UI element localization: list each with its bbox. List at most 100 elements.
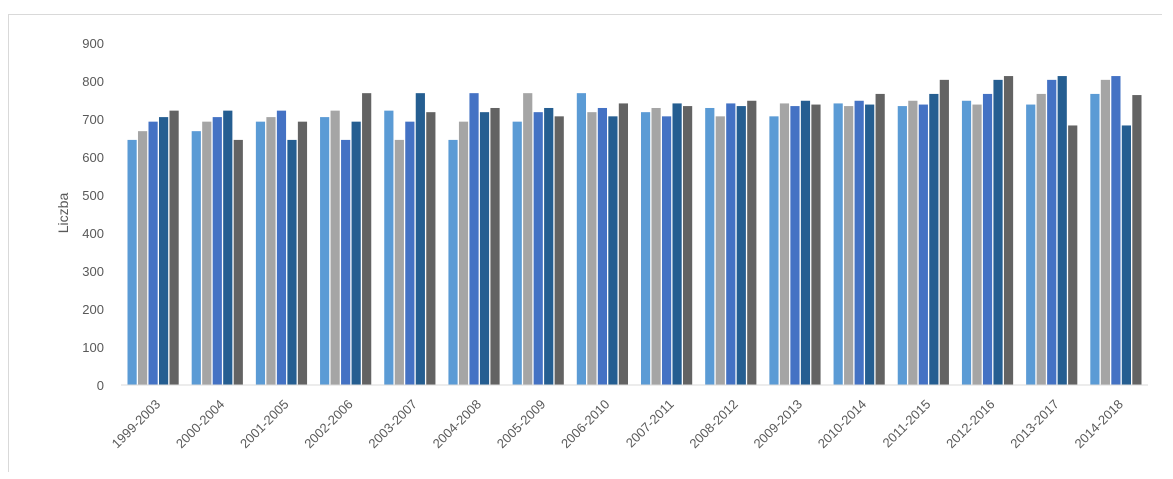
x-tick-label: 2008-2012: [686, 397, 741, 452]
bar: [351, 121, 361, 385]
bar: [961, 100, 972, 385]
bar: [705, 107, 715, 385]
bar: [266, 117, 276, 385]
bar: [255, 121, 266, 385]
bar: [939, 79, 949, 386]
bar: [715, 116, 725, 385]
bar: [779, 103, 790, 386]
y-tick-label: 800: [82, 74, 104, 89]
x-tick-label: 2010-2014: [815, 397, 870, 452]
bar: [448, 139, 458, 385]
bar: [469, 93, 479, 385]
bar: [479, 112, 490, 385]
y-axis-ticks: 0 100 200 300 400 500 600 700 800 900: [82, 36, 104, 393]
bar: [1036, 93, 1046, 386]
bar: [640, 112, 651, 385]
y-tick-label: 300: [82, 264, 104, 279]
bar: [800, 100, 811, 385]
bar: [223, 110, 233, 385]
bar: [394, 139, 404, 385]
bar: [415, 93, 425, 385]
bar: [523, 93, 533, 385]
bar: [682, 106, 693, 385]
y-axis-title: Liczba: [55, 193, 71, 234]
x-tick-label: 2001-2005: [237, 397, 292, 452]
bar: [127, 139, 137, 385]
x-tick-label: 2014-2018: [1071, 397, 1126, 452]
x-tick-label: 2009-2013: [751, 397, 806, 452]
bar: [769, 116, 779, 385]
bar: [597, 107, 608, 385]
bar: [672, 103, 682, 386]
bar: [747, 100, 757, 385]
bar: [554, 116, 564, 385]
bar: [233, 139, 243, 385]
bar: [736, 106, 746, 385]
x-tick-label: 1999-2003: [109, 397, 164, 452]
bar: [918, 104, 928, 385]
bar: [426, 112, 436, 385]
y-tick-label: 400: [82, 226, 104, 241]
bar: [490, 107, 500, 385]
bar: [405, 121, 415, 385]
bar: [972, 104, 982, 385]
x-tick-label: 2004-2008: [430, 397, 485, 452]
bar: [833, 103, 843, 386]
bar: [1121, 125, 1132, 386]
bar: [341, 139, 351, 385]
x-tick-label: 2002-2006: [301, 397, 356, 452]
bar: [1111, 76, 1121, 385]
bars: [127, 76, 1142, 386]
bar: [1057, 76, 1067, 385]
bar: [661, 116, 672, 385]
bar: [897, 106, 907, 385]
x-tick-label: 2011-2015: [880, 397, 934, 451]
bar: [169, 110, 179, 385]
x-tick-label: 2005-2009: [494, 397, 549, 452]
bar: [576, 93, 587, 385]
bar: [330, 110, 340, 385]
y-tick-label: 600: [82, 150, 104, 165]
bar: [148, 121, 158, 385]
x-tick-label: 2007-2011: [623, 397, 677, 451]
bar: [854, 100, 864, 385]
bar: [726, 103, 736, 386]
bar: [982, 93, 993, 386]
y-tick-label: 700: [82, 112, 104, 127]
bar: [362, 93, 372, 385]
bar: [1047, 79, 1057, 386]
bar: [320, 117, 330, 385]
x-tick-label: 2006-2010: [558, 397, 613, 452]
bar: [651, 107, 661, 385]
bar: [929, 93, 939, 386]
bar: [993, 79, 1003, 386]
y-tick-label: 900: [82, 36, 104, 51]
bar: [865, 104, 875, 385]
y-tick-label: 200: [82, 302, 104, 317]
x-tick-label: 2003-2007: [365, 397, 420, 452]
bar: [587, 112, 597, 385]
bar: [287, 139, 297, 385]
y-tick-label: 0: [97, 378, 104, 393]
bar: [1003, 76, 1014, 385]
x-axis-ticks: 1999-2003 2000-2004 2001-2005 2002-2006 2003…: [109, 397, 1126, 452]
bar: [1132, 95, 1142, 385]
bar: [533, 112, 543, 385]
bar: [1026, 104, 1036, 385]
bar: [276, 110, 287, 385]
bar: [191, 131, 201, 385]
bar: [618, 103, 629, 386]
bar: [1100, 79, 1111, 386]
bar: [790, 106, 800, 385]
y-tick-label: 500: [82, 188, 104, 203]
bar: [158, 117, 169, 385]
x-tick-label: 2000-2004: [173, 397, 228, 452]
x-tick-label: 2013-2017: [1007, 397, 1062, 452]
bar: [811, 104, 821, 385]
bar: [512, 121, 522, 385]
bar: [608, 116, 618, 385]
bar: [202, 121, 212, 385]
bar: [875, 93, 885, 386]
chart-frame: [8, 14, 1162, 472]
